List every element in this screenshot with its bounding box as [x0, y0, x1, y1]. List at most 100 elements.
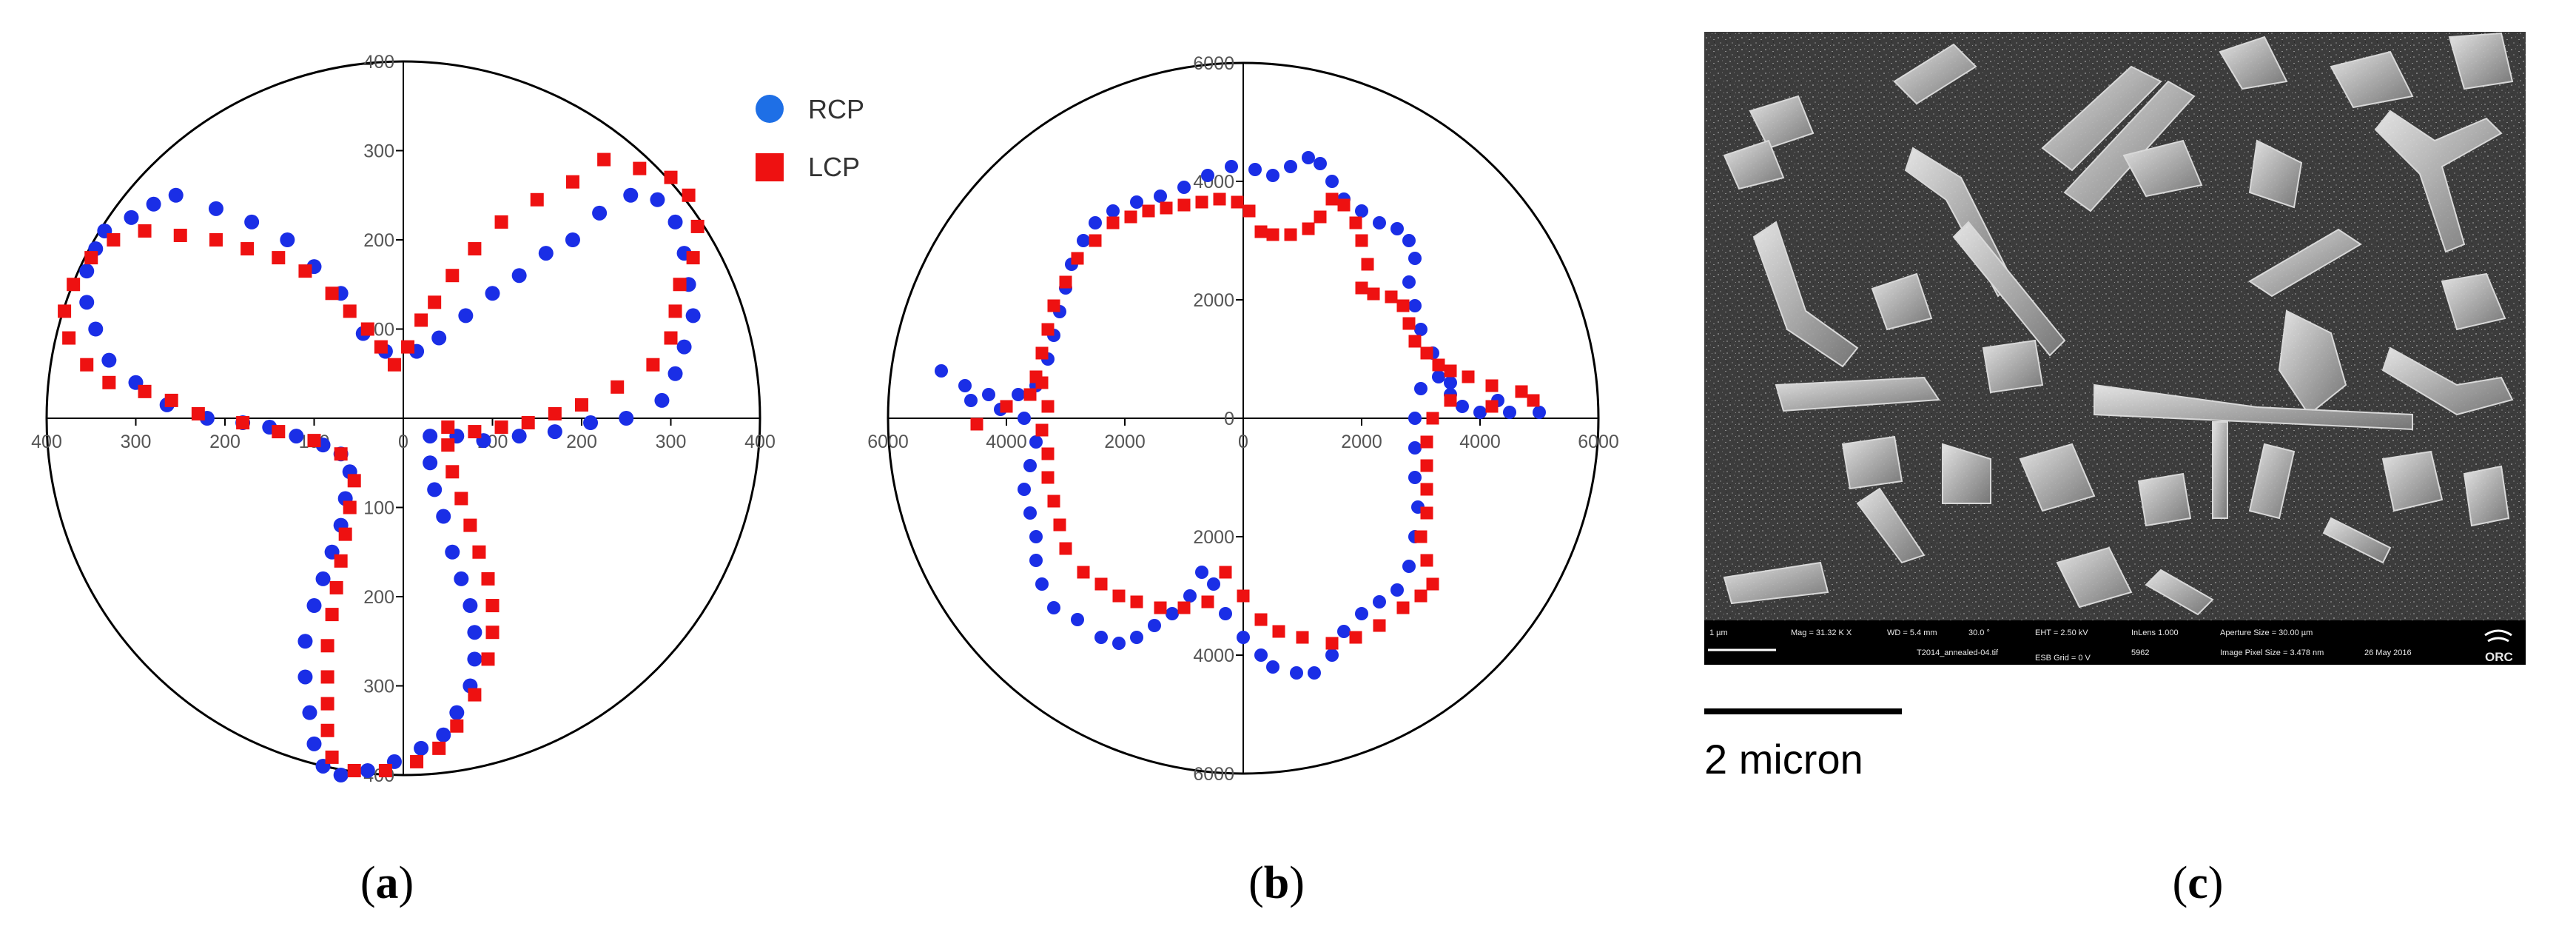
point-rcp [449, 705, 465, 720]
point-rcp [1029, 530, 1043, 543]
point-rcp [654, 392, 670, 408]
point-rcp [1148, 619, 1161, 632]
legend-rcp-marker [756, 95, 784, 123]
point-lcp [1213, 192, 1226, 206]
point-rcp [1018, 483, 1031, 496]
point-lcp [1254, 225, 1268, 238]
x-tick-label: 2000 [1104, 432, 1146, 452]
point-rcp [302, 705, 317, 720]
point-lcp [1385, 290, 1398, 304]
point-rcp [306, 598, 322, 614]
point-rcp [685, 308, 701, 323]
point-rcp [1432, 370, 1445, 383]
point-rcp [423, 429, 438, 444]
point-lcp [1112, 589, 1126, 603]
point-lcp [1047, 495, 1060, 508]
point-lcp [481, 652, 495, 666]
point-lcp [173, 228, 187, 242]
point-lcp [1396, 601, 1410, 614]
point-rcp [1390, 222, 1404, 235]
point-rcp [1106, 204, 1120, 218]
point-lcp [378, 763, 392, 777]
x-tick-label: 6000 [1578, 432, 1619, 452]
legend-lcp-marker [756, 153, 784, 181]
orc-logo-text: ORC [2485, 650, 2513, 664]
point-lcp [320, 639, 334, 653]
point-lcp [1402, 317, 1416, 330]
point-rcp [1503, 406, 1516, 419]
point-rcp [1219, 607, 1232, 620]
point-lcp [664, 170, 678, 184]
point-lcp [1041, 447, 1055, 460]
sem-info-bar [1704, 620, 2526, 665]
point-rcp [1177, 181, 1191, 194]
point-rcp [1207, 577, 1220, 591]
point-lcp [445, 465, 460, 479]
point-lcp [1515, 385, 1528, 398]
point-lcp [343, 500, 357, 514]
point-rcp [458, 308, 474, 323]
point-lcp [272, 251, 286, 265]
point-lcp [1420, 346, 1433, 360]
legend-lcp-label: LCP [808, 152, 860, 182]
point-rcp [1225, 160, 1238, 173]
point-lcp [1219, 566, 1232, 579]
point-lcp [1231, 195, 1244, 209]
point-lcp [272, 425, 286, 439]
point-lcp [414, 313, 428, 327]
point-rcp [1390, 583, 1404, 597]
x-tick-label: 6000 [867, 432, 909, 452]
point-lcp [325, 608, 339, 622]
point-rcp [1408, 252, 1422, 265]
point-rcp [619, 411, 634, 426]
y-tick-label: 4000 [1193, 646, 1234, 666]
point-lcp [1420, 483, 1433, 496]
panel-label-a: (a) [360, 858, 414, 908]
point-lcp [1154, 601, 1167, 614]
polar-plot-a: 4003002001000100200300400400300200100100… [31, 52, 776, 786]
point-rcp [1314, 157, 1327, 170]
point-lcp [374, 340, 388, 354]
point-lcp [1444, 364, 1457, 378]
point-rcp [964, 394, 978, 407]
point-lcp [1177, 601, 1191, 614]
point-lcp [1254, 613, 1268, 626]
point-rcp [1290, 666, 1303, 680]
point-lcp [646, 358, 660, 372]
point-lcp [102, 375, 116, 389]
point-lcp [338, 527, 352, 541]
sem-info-mag: Mag = 31.32 K X [1791, 628, 1852, 637]
point-lcp [138, 384, 152, 398]
sem-info-tilt: 30.0 ° [1968, 628, 1990, 637]
point-lcp [611, 380, 625, 394]
point-rcp [1248, 163, 1262, 176]
point-lcp [1160, 201, 1173, 215]
point-lcp [387, 358, 401, 372]
point-lcp [1325, 192, 1339, 206]
point-rcp [1012, 388, 1025, 401]
point-lcp [1094, 577, 1108, 591]
point-rcp [485, 286, 500, 301]
point-lcp [494, 215, 508, 229]
point-lcp [633, 161, 647, 175]
panel-label-b: (b) [1248, 858, 1305, 908]
point-lcp [1237, 589, 1250, 603]
point-rcp [79, 264, 95, 279]
point-lcp [401, 340, 415, 354]
point-rcp [667, 214, 683, 229]
y-tick-label: 300 [363, 141, 394, 162]
point-rcp [1266, 660, 1279, 674]
point-rcp [1337, 625, 1351, 638]
point-lcp [463, 518, 477, 532]
point-lcp [320, 723, 334, 737]
point-rcp [650, 192, 665, 207]
point-lcp [334, 447, 348, 461]
point-rcp [1408, 471, 1422, 484]
point-lcp [548, 406, 562, 420]
point-lcp [441, 438, 455, 452]
point-lcp [67, 278, 81, 292]
point-lcp [1414, 530, 1427, 543]
point-lcp [1124, 210, 1137, 224]
point-lcp [468, 425, 482, 439]
point-rcp [315, 571, 331, 586]
